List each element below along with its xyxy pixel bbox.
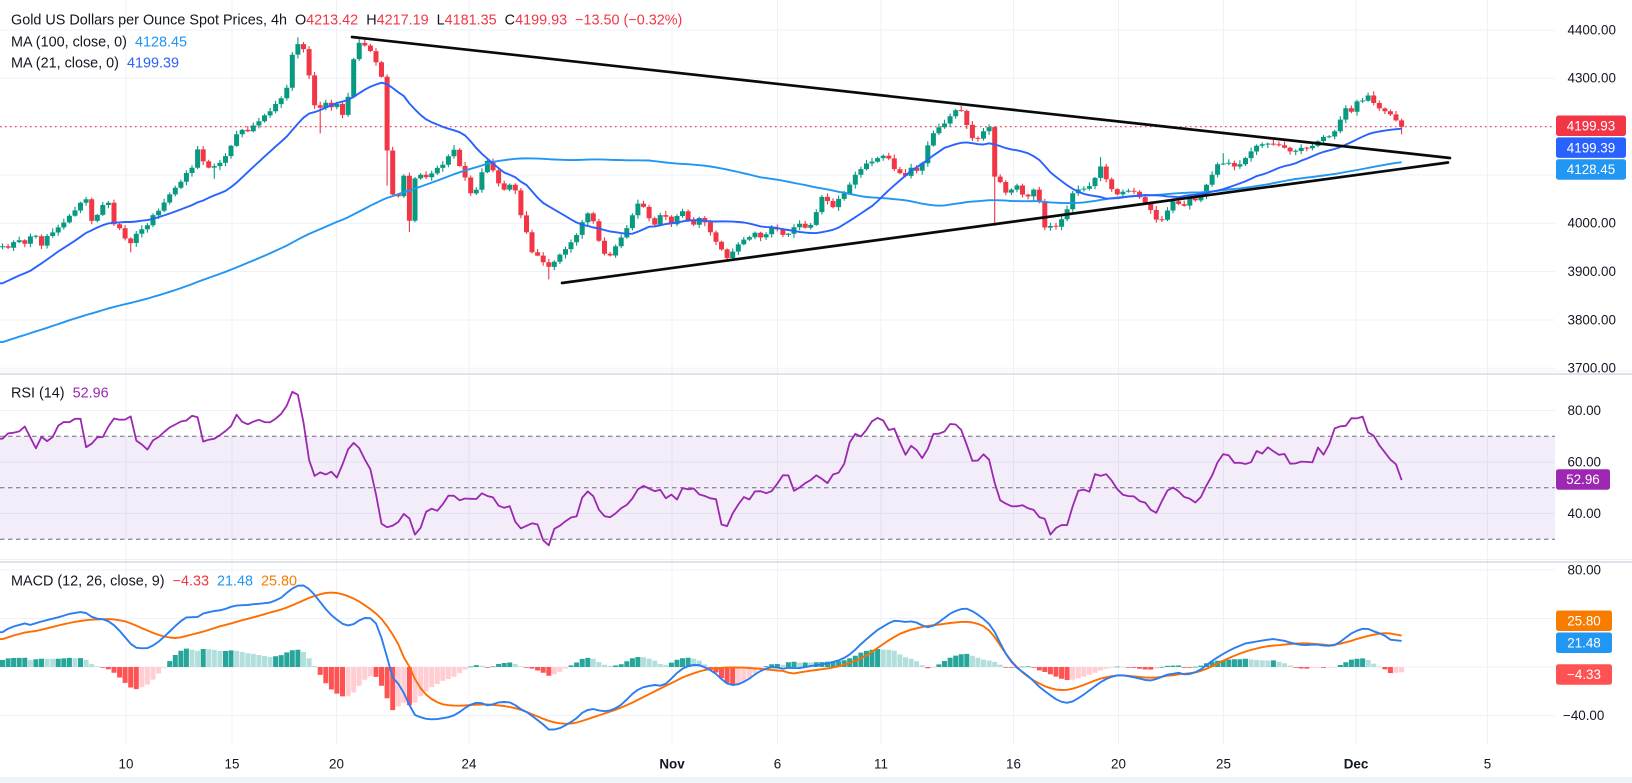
svg-text:Gold US Dollars per Ounce Spot: Gold US Dollars per Ounce Spot Prices, 4… [11,13,682,29]
svg-text:25.80: 25.80 [1567,613,1601,628]
svg-text:80.00: 80.00 [1568,562,1602,577]
svg-text:80.00: 80.00 [1568,403,1602,418]
svg-text:6: 6 [774,757,781,772]
svg-text:20: 20 [329,757,344,772]
svg-text:RSI (14) 52.96: RSI (14) 52.96 [11,386,109,402]
svg-text:10: 10 [119,757,134,772]
svg-text:MA (21, close, 0) 4199.39: MA (21, close, 0) 4199.39 [11,56,179,72]
svg-text:3700.00: 3700.00 [1568,361,1616,376]
svg-text:16: 16 [1006,757,1021,772]
svg-text:21.48: 21.48 [1567,635,1601,650]
svg-text:40.00: 40.00 [1568,506,1602,521]
svg-text:52.96: 52.96 [1566,472,1600,487]
svg-text:24: 24 [462,757,477,772]
svg-text:5: 5 [1484,757,1491,772]
svg-text:15: 15 [225,757,240,772]
svg-text:−4.33: −4.33 [1567,667,1601,682]
svg-text:4199.39: 4199.39 [1567,140,1615,155]
svg-text:Dec: Dec [1344,757,1369,772]
svg-text:60.00: 60.00 [1568,454,1602,469]
svg-text:4000.00: 4000.00 [1568,216,1616,231]
svg-text:MACD (12, 26, close, 9) −4.33: MACD (12, 26, close, 9) −4.33 21.48 25.8… [11,574,297,590]
svg-text:−40.00: −40.00 [1563,708,1604,723]
svg-text:4400.00: 4400.00 [1568,22,1616,37]
svg-text:4199.93: 4199.93 [1567,118,1615,133]
svg-text:4300.00: 4300.00 [1568,71,1616,86]
svg-text:20: 20 [1111,757,1126,772]
svg-text:MA (100, close, 0) 4128.45: MA (100, close, 0) 4128.45 [11,35,187,51]
svg-text:11: 11 [874,757,888,772]
svg-text:3800.00: 3800.00 [1568,312,1616,327]
svg-text:25: 25 [1216,757,1231,772]
svg-text:Nov: Nov [659,757,685,772]
svg-text:3900.00: 3900.00 [1568,264,1616,279]
svg-text:4128.45: 4128.45 [1567,162,1615,177]
